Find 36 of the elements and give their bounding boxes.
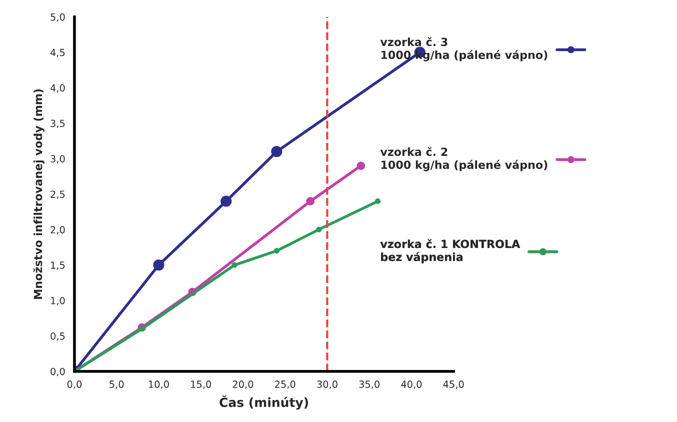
legend-label: vzorka č. 3 1000 kg/ha (pálené vápno)	[380, 37, 548, 62]
x-tick-label: 5,0	[110, 380, 124, 389]
y-tick-label: 2,5	[50, 190, 65, 199]
x-tick-label: 30,0	[317, 380, 338, 389]
y-axis-title: Množstvo infiltrovanej vody (mm)	[33, 89, 44, 299]
point	[374, 198, 381, 204]
y-tick-label: 3,0	[50, 155, 65, 164]
point	[232, 262, 238, 268]
x-tick-label: 15,0	[191, 380, 212, 389]
legend-label: vzorka č. 2 1000 kg/ha (pálené vápno)	[380, 146, 548, 172]
y-tick-label: 0,0	[50, 368, 65, 376]
point	[139, 326, 145, 332]
x-tick-label: 25,0	[274, 380, 296, 389]
point	[356, 162, 366, 170]
point	[316, 226, 322, 232]
x-tick-label: 45,0	[443, 380, 464, 389]
x-axis-title: Čas (minúty)	[220, 395, 308, 410]
point	[153, 259, 164, 271]
x-tick-label: 40,0	[401, 380, 422, 389]
point	[274, 248, 280, 254]
y-tick-label: 2,0	[50, 226, 65, 234]
y-tick-label: 0,5	[50, 332, 65, 341]
y-tick-label: 1,5	[51, 262, 65, 270]
y-tick-label: 5,0	[50, 13, 65, 22]
point	[220, 196, 232, 207]
x-tick-label: 20,0	[232, 380, 254, 389]
y-tick-label: 4,5	[50, 48, 65, 58]
point	[271, 146, 282, 158]
y-tick-label: 4,0	[50, 84, 65, 93]
point	[306, 197, 315, 206]
x-tick-label: 10,0	[148, 380, 169, 389]
y-tick-label: 1,0	[51, 296, 65, 306]
x-tick-label: 35,0	[359, 380, 380, 389]
x-tick-label: 0,0	[67, 380, 82, 389]
y-tick-label: 3,5	[50, 120, 65, 128]
legend-label: vzorka č. 1 KONTROLA bez vápnenia	[380, 239, 520, 264]
